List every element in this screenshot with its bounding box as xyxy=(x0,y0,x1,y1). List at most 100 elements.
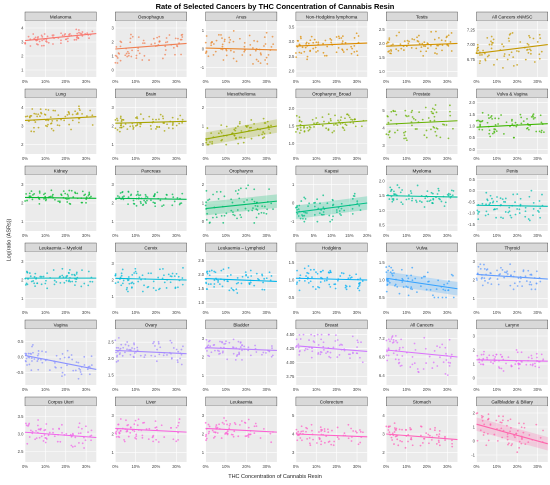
data-point xyxy=(312,41,315,44)
data-point xyxy=(270,441,273,444)
x-tick-label: 20% xyxy=(242,79,251,84)
data-point xyxy=(505,362,507,365)
data-point xyxy=(393,272,395,274)
data-point xyxy=(353,44,356,47)
data-point xyxy=(436,52,438,55)
data-point xyxy=(322,345,325,348)
data-point xyxy=(46,287,49,290)
data-point xyxy=(535,352,538,355)
data-point xyxy=(127,279,130,281)
data-point xyxy=(405,137,407,140)
data-point xyxy=(64,33,67,35)
data-point xyxy=(502,200,505,203)
data-point xyxy=(476,48,479,50)
data-point xyxy=(405,139,408,142)
data-point xyxy=(397,358,400,361)
x-tick-label: 30% xyxy=(533,310,542,315)
trend-line xyxy=(24,116,97,121)
data-point xyxy=(540,131,543,134)
data-point xyxy=(54,109,57,112)
data-point xyxy=(415,201,418,203)
data-point xyxy=(63,281,66,284)
data-point xyxy=(55,354,58,357)
x-tick-label: 10% xyxy=(131,79,140,84)
data-point xyxy=(405,285,408,288)
data-point xyxy=(124,351,126,354)
data-point xyxy=(446,282,449,285)
data-point xyxy=(347,423,350,426)
data-point xyxy=(71,273,73,276)
data-point xyxy=(180,363,183,366)
data-point xyxy=(176,359,179,362)
data-point xyxy=(136,117,139,120)
data-point xyxy=(505,271,508,274)
data-point xyxy=(321,116,324,119)
data-point xyxy=(236,217,238,220)
data-point xyxy=(232,338,235,341)
data-point xyxy=(66,201,69,203)
data-point xyxy=(40,358,42,361)
data-point xyxy=(336,124,339,127)
x-tick-label: 10% xyxy=(41,387,50,392)
data-point xyxy=(205,218,208,221)
data-point xyxy=(241,358,243,361)
data-point xyxy=(433,429,436,432)
data-point xyxy=(387,280,390,282)
data-point xyxy=(171,272,174,275)
y-tick-label: 0 xyxy=(473,439,476,444)
data-point xyxy=(270,202,273,205)
data-point xyxy=(313,341,316,344)
data-point xyxy=(154,205,157,208)
data-point xyxy=(114,282,117,285)
data-point xyxy=(214,271,217,274)
data-point xyxy=(339,275,342,277)
data-point xyxy=(175,348,178,351)
data-point xyxy=(327,121,330,124)
data-point xyxy=(250,137,253,140)
data-point xyxy=(534,288,537,291)
data-point xyxy=(30,280,33,283)
data-point xyxy=(325,54,328,57)
y-tick-label: 1 xyxy=(202,450,205,455)
x-axis-label: THC Concentration of Cannabis Resin xyxy=(228,474,322,480)
data-point xyxy=(232,352,235,355)
data-point xyxy=(165,287,168,289)
data-point xyxy=(336,339,339,341)
data-point xyxy=(491,201,494,204)
x-tick-label: 30% xyxy=(353,156,362,161)
data-point xyxy=(436,365,439,367)
data-point xyxy=(504,211,507,213)
data-point xyxy=(210,44,213,47)
data-point xyxy=(272,43,275,46)
data-point xyxy=(477,211,480,213)
y-tick-label: 3 xyxy=(111,26,114,31)
data-point xyxy=(416,128,418,130)
data-point xyxy=(25,424,28,427)
data-point xyxy=(316,220,319,223)
data-point xyxy=(334,283,337,286)
x-tick-label: 20% xyxy=(62,310,71,315)
data-point xyxy=(396,438,399,441)
y-tick-label: 2 xyxy=(382,450,385,455)
y-tick-label: 2 xyxy=(21,54,24,59)
data-point xyxy=(307,42,310,45)
data-point xyxy=(341,35,344,38)
data-point xyxy=(237,125,239,128)
data-point xyxy=(261,273,263,276)
plot-background xyxy=(115,21,187,77)
data-point xyxy=(483,277,486,280)
data-point xyxy=(299,217,302,220)
data-point xyxy=(211,142,214,145)
data-point xyxy=(225,340,227,343)
y-tick-label: 1 xyxy=(473,425,476,430)
data-point xyxy=(143,284,145,287)
data-point xyxy=(447,34,450,37)
data-point xyxy=(34,438,37,441)
data-point xyxy=(205,437,208,440)
data-point xyxy=(56,119,58,122)
data-point xyxy=(352,351,354,354)
data-point xyxy=(395,48,398,51)
data-point xyxy=(309,39,312,42)
